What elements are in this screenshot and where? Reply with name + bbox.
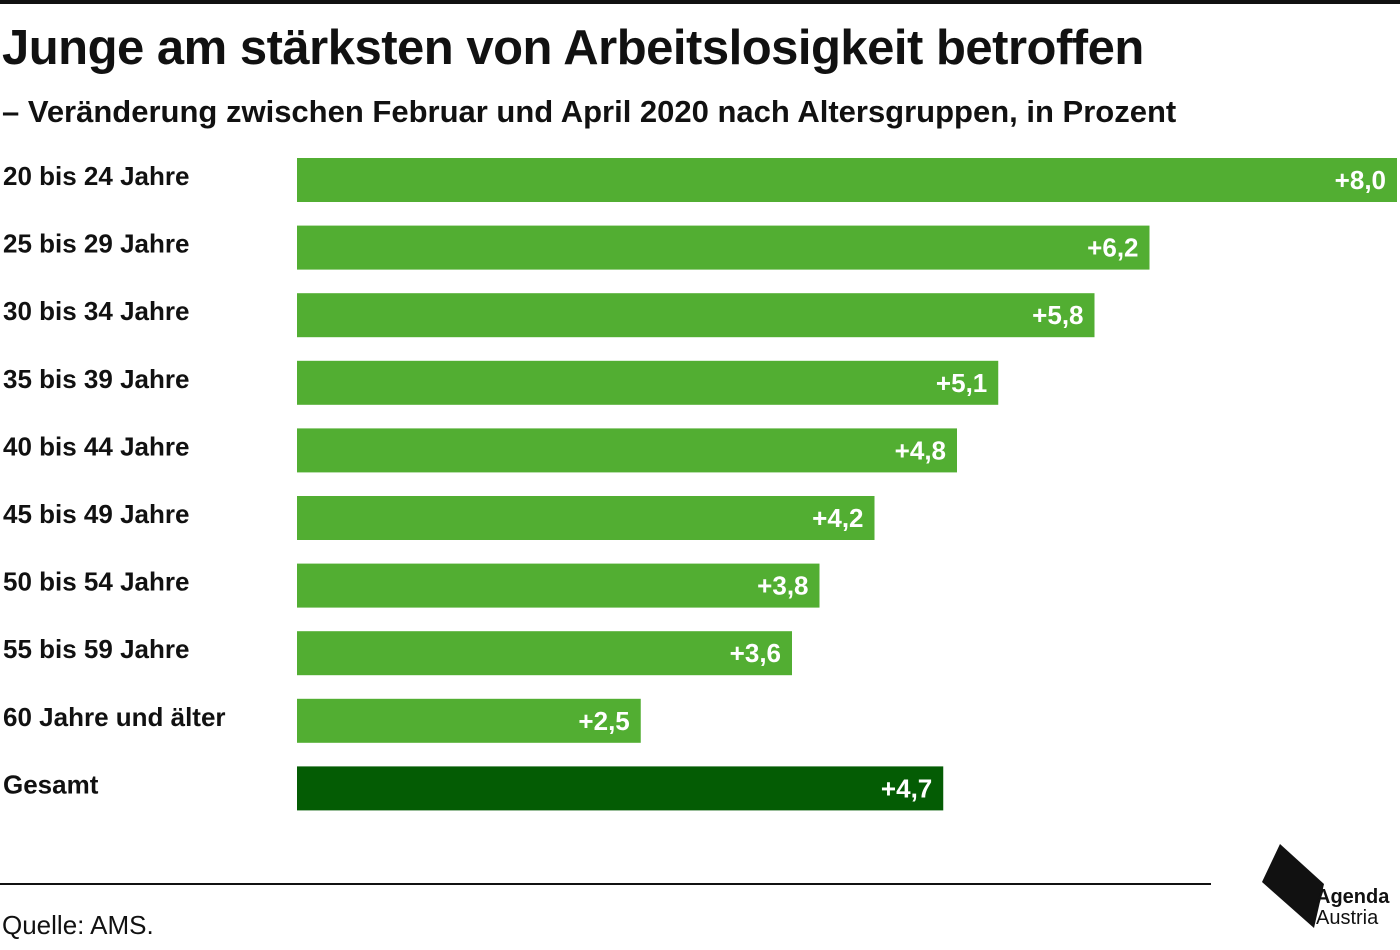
value-label: +4,7 [881,773,932,803]
source-note: Quelle: AMS. [2,910,154,940]
category-label: 35 bis 39 Jahre [3,364,189,394]
bar [297,698,641,743]
bar-chart-svg: 20 bis 24 Jahre +8,0 25 bis 29 Jahre +6,2 30… [3,158,1397,811]
bar [297,360,999,405]
category-label: 45 bis 49 Jahre [3,499,189,529]
bar [297,225,1150,270]
value-label: +8,0 [1335,165,1386,195]
bar [297,428,957,473]
value-label: +6,2 [1087,233,1138,263]
bottom-rule [0,883,1211,885]
value-label: +4,8 [895,435,946,465]
bar [297,563,820,608]
value-label: +3,8 [757,571,808,601]
chart-subtitle: – Veränderung zwischen Februar und April… [2,94,1177,129]
bar [297,631,792,676]
logo-text-agenda: Agenda [1316,886,1390,908]
category-label: Gesamt [3,769,99,799]
logo-text-austria: Austria [1316,907,1379,929]
category-label: 60 Jahre und älter [3,702,226,732]
value-label: +2,5 [578,706,629,736]
category-label: 50 bis 54 Jahre [3,567,189,597]
category-label: 55 bis 59 Jahre [3,634,189,664]
agenda-austria-logo: Agenda Austria [1258,842,1398,932]
value-label: +3,6 [730,638,781,668]
category-label: 25 bis 29 Jahre [3,229,189,259]
chart-title: Junge am stärksten von Arbeitslosigkeit … [2,21,1144,75]
bar-total [297,766,944,811]
value-label: +4,2 [812,503,863,533]
category-label: 30 bis 34 Jahre [3,296,189,326]
logo-mark-icon [1262,844,1324,928]
category-label: 40 bis 44 Jahre [3,431,189,461]
bar-chart: 20 bis 24 Jahre +8,0 25 bis 29 Jahre +6,2 30… [0,150,1400,830]
value-label: +5,8 [1032,300,1083,330]
bar [297,496,875,540]
top-rule [0,0,1400,4]
bar [297,293,1095,338]
value-label: +5,1 [936,368,987,398]
bar [297,158,1397,202]
category-label: 20 bis 24 Jahre [3,161,189,191]
